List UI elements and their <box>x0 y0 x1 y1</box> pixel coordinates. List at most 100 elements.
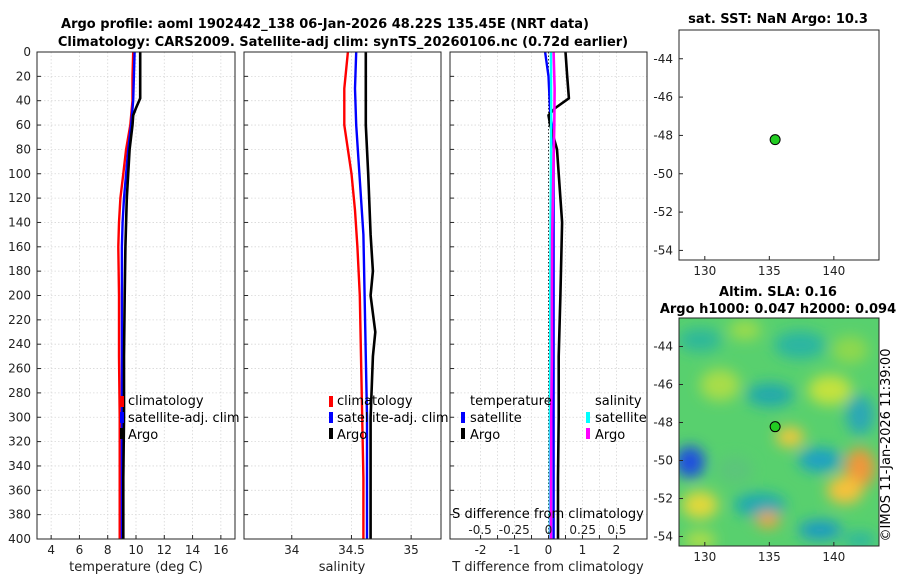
sla-map-ticks: 130 135 140 -44 -46 -48 -50 -52 -54 <box>653 340 845 565</box>
difference-panel: -2 -1 0 1 2 -0.5 -0.25 0 0.25 0.5 S difference f… <box>449 51 648 575</box>
map-y-tick-label: -52 <box>653 205 673 219</box>
legend-swatch-salinity-satellite <box>586 412 590 423</box>
salinity-panel: 34 34.5 35 salinity climatology satellite-… <box>243 51 449 575</box>
sla-anomaly-blobs <box>679 320 876 546</box>
sst-map: 130 135 140 -44 -46 -48 -50 -52 -54 <box>653 29 880 278</box>
argo-float-marker <box>769 134 781 146</box>
legend-swatch-climatology <box>120 396 124 407</box>
y-tick-label: 40 <box>16 94 31 108</box>
sla-blob <box>729 320 761 340</box>
sst-map-title: sat. SST: NaN Argo: 10.3 <box>688 12 868 27</box>
salinity-legend: climatology satellite-adj. clim Argo <box>329 394 449 443</box>
legend-swatch-satellite-adj <box>120 412 124 423</box>
legend-title-temperature: temperature <box>470 394 552 409</box>
s-difference-ticks: -0.5 -0.25 0 0.25 0.5 <box>468 523 626 537</box>
legend-label-climatology: climatology <box>337 394 413 409</box>
sla-blob <box>798 520 842 540</box>
sla-blob <box>832 336 868 364</box>
map-y-tick-label: -50 <box>653 454 673 468</box>
map-x-tick-label: 135 <box>758 550 781 564</box>
sla-blob <box>756 512 780 528</box>
depth-y-ticks: 0 20 40 60 80 100 120 140 160 180 200 220 240 260 280 3… <box>8 45 31 546</box>
x-tick-label: 12 <box>157 543 172 557</box>
s-tick-label: 0 <box>545 523 553 537</box>
y-tick-label: 300 <box>8 410 31 424</box>
x-tick-label: 1 <box>579 543 587 557</box>
sla-blob <box>700 369 740 401</box>
s-tick-label: 0.25 <box>569 523 596 537</box>
salinity-x-ticks: 34 34.5 35 <box>244 51 419 557</box>
legend-label-satellite-adj: satellite-adj. clim <box>128 411 240 426</box>
map-y-tick-label: -48 <box>653 416 673 430</box>
sla-blob <box>846 395 874 435</box>
s-tick-label: 0.5 <box>607 523 626 537</box>
y-tick-label: 120 <box>8 191 31 205</box>
sla-blob <box>776 427 804 447</box>
x-tick-label: 16 <box>213 543 228 557</box>
s-difference-label: S difference from climatology <box>452 507 644 522</box>
temperature-x-label: temperature (deg C) <box>69 560 203 575</box>
temperature-grid <box>37 51 235 540</box>
sla-blob <box>808 375 852 405</box>
y-tick-label: 0 <box>23 45 31 59</box>
x-tick-label: 34 <box>284 543 299 557</box>
x-tick-label: 34.5 <box>338 543 365 557</box>
y-tick-label: 140 <box>8 215 31 229</box>
legend-swatch-salinity-argo <box>586 428 590 439</box>
main-title-line1: Argo profile: aoml 1902442_138 06-Jan-20… <box>61 17 589 32</box>
sla-blob <box>844 532 876 546</box>
sst-map-frame <box>678 29 880 261</box>
map-x-tick-label: 140 <box>822 264 845 278</box>
sla-blob <box>679 328 722 352</box>
sla-blob <box>682 491 718 519</box>
x-tick-label: 14 <box>185 543 200 557</box>
sla-blob <box>774 331 826 359</box>
legend-label-climatology: climatology <box>128 394 204 409</box>
y-tick-label: 400 <box>8 532 31 546</box>
salinity-x-label: salinity <box>319 560 366 575</box>
map-y-tick-label: -54 <box>653 243 673 257</box>
map-x-tick-label: 135 <box>758 264 781 278</box>
salinity-grid <box>244 51 441 540</box>
x-tick-label: 2 <box>613 543 621 557</box>
y-tick-label: 280 <box>8 386 31 400</box>
series-line-temperature-argo <box>547 52 571 539</box>
map-y-tick-label: -46 <box>653 378 673 392</box>
y-tick-label: 60 <box>16 118 31 132</box>
legend-swatch-argo <box>120 428 124 439</box>
map-y-tick-label: -54 <box>653 530 673 544</box>
map-y-tick-label: -44 <box>653 52 673 66</box>
map-x-tick-label: 130 <box>693 550 716 564</box>
y-tick-label: 360 <box>8 483 31 497</box>
argo-float-marker <box>769 421 781 433</box>
x-tick-label: 6 <box>76 543 84 557</box>
y-tick-label: 100 <box>8 167 31 181</box>
sla-blob <box>734 493 786 517</box>
map-y-tick-label: -50 <box>653 167 673 181</box>
map-y-tick-label: -48 <box>653 128 673 142</box>
map-x-tick-label: 130 <box>693 264 716 278</box>
legend-title-salinity: salinity <box>595 394 642 409</box>
sla-blob <box>746 383 794 407</box>
salinity-series <box>343 52 377 539</box>
sst-map-markers <box>769 134 781 146</box>
legend-swatch-temperature-argo <box>461 428 465 439</box>
series-line-satellite-adj-clim <box>120 52 136 539</box>
sla-map-frame <box>678 317 880 547</box>
legend-label-salinity-satellite: satellite <box>595 411 647 426</box>
legend-swatch-climatology <box>329 396 333 407</box>
y-tick-label: 240 <box>8 337 31 351</box>
map-x-tick-label: 140 <box>822 550 845 564</box>
y-tick-label: 160 <box>8 240 31 254</box>
map-y-tick-label: -52 <box>653 492 673 506</box>
y-tick-label: 80 <box>16 142 31 156</box>
legend-label-argo: Argo <box>337 428 367 443</box>
x-tick-label: 35 <box>404 543 419 557</box>
s-tick-label: -0.5 <box>468 523 491 537</box>
difference-legend: temperature satellite Argo salinity sate… <box>461 394 647 443</box>
series-line-argo <box>122 52 142 539</box>
series-line-climatology <box>343 52 365 539</box>
t-difference-x-ticks: -2 -1 0 1 2 <box>450 51 621 557</box>
x-tick-label: -2 <box>475 543 487 557</box>
